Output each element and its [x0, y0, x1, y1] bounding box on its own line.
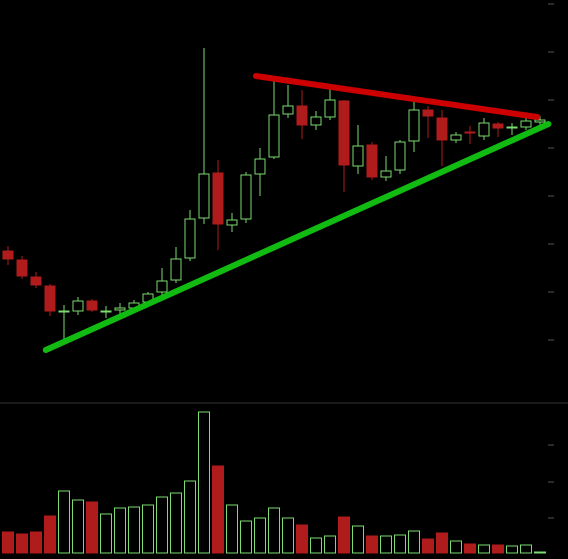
candle-body [450, 134, 462, 141]
candle-body [30, 276, 42, 286]
candle-body [310, 116, 322, 126]
volume-bar [338, 516, 350, 554]
volume-bar [198, 411, 210, 554]
candle-body [296, 105, 308, 126]
volume-bar [212, 465, 224, 554]
volume-bar [184, 480, 196, 554]
candle-body [506, 126, 518, 129]
volume-bar [352, 525, 364, 554]
volume-bar [170, 492, 182, 554]
candle-body [408, 109, 420, 142]
volume-bar [450, 540, 462, 554]
candle-body [324, 99, 336, 118]
volume-bar [226, 504, 238, 554]
candle-body [478, 122, 490, 137]
trendline [252, 73, 541, 120]
volume-bar [408, 530, 420, 554]
volume-bar [240, 520, 252, 554]
candle-body [72, 300, 84, 312]
volume-bar [254, 517, 266, 554]
candle-body [114, 307, 126, 311]
volume-bar [394, 534, 406, 554]
volume-bar [492, 544, 504, 554]
candle-body [100, 310, 112, 313]
volume-bar [324, 535, 336, 554]
volume-bar [436, 532, 448, 554]
volume-bar [282, 517, 294, 554]
volume-bar [296, 524, 308, 554]
volume-bar [366, 535, 378, 554]
candle-body [16, 259, 28, 277]
candle-body [170, 258, 182, 281]
volume-bar [72, 499, 84, 554]
candle-body [2, 250, 14, 260]
volume-bar [156, 496, 168, 554]
candle-body [422, 109, 434, 117]
volume-bar [534, 551, 546, 554]
candle-body [534, 119, 546, 123]
candle-body [394, 141, 406, 171]
volume-bar [16, 533, 28, 554]
candle-body [338, 100, 350, 166]
volume-bar [58, 490, 70, 554]
candle-body [254, 158, 266, 175]
candle-body [212, 172, 224, 225]
volume-bar [506, 545, 518, 554]
candle-body [366, 144, 378, 178]
candle-body [520, 120, 532, 128]
candle-body [436, 117, 448, 141]
volume-bar [520, 544, 532, 554]
volume-bar [128, 506, 140, 554]
volume-bar [380, 535, 392, 554]
candle-body [380, 170, 392, 178]
candle-body [282, 105, 294, 115]
volume-bar [478, 544, 490, 554]
candle-body [464, 131, 476, 134]
candle-body [268, 114, 280, 158]
volume-bar [100, 513, 112, 554]
candle-body [352, 145, 364, 167]
candle-body [492, 123, 504, 129]
volume-bar [30, 531, 42, 554]
volume-bar [422, 538, 434, 554]
candle-body [86, 300, 98, 311]
candle-body [240, 174, 252, 220]
volume-bar [2, 531, 14, 554]
candle-body [156, 280, 168, 293]
trendline [42, 121, 552, 353]
candle-body [226, 219, 238, 226]
candle-body [58, 310, 70, 313]
candle-body [44, 285, 56, 312]
volume-bar [268, 507, 280, 554]
candle-body [184, 218, 196, 259]
volume-bar [464, 543, 476, 554]
volume-bar [310, 537, 322, 554]
volume-bar [86, 501, 98, 554]
volume-bar [114, 507, 126, 554]
volume-bar [44, 515, 56, 554]
volume-bar [142, 504, 154, 554]
candle-body [198, 173, 210, 219]
